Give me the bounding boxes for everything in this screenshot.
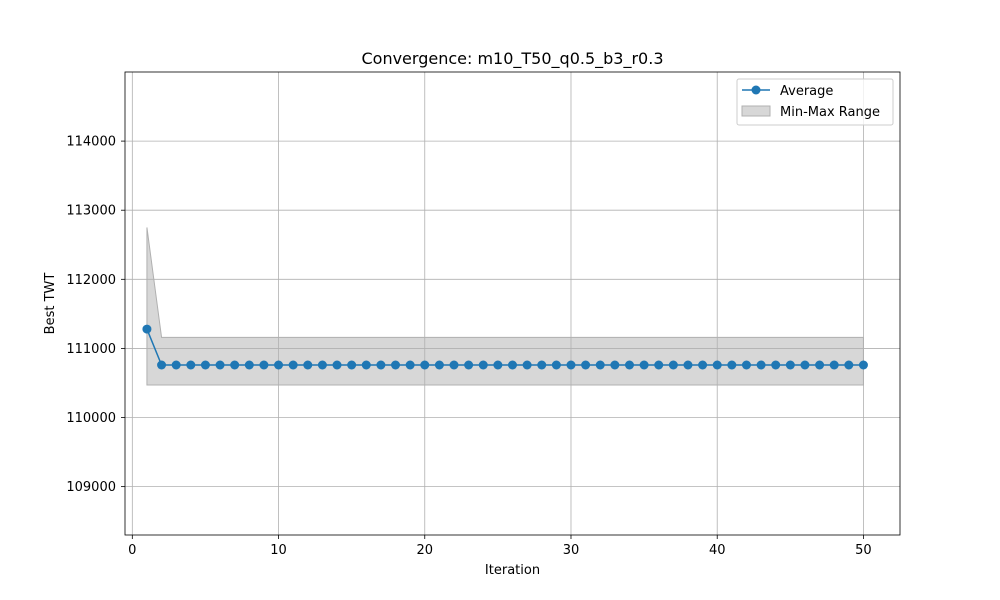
average-data-point [274, 360, 284, 370]
average-data-point [361, 360, 371, 370]
average-data-point [800, 360, 810, 370]
average-data-point [858, 360, 868, 370]
min-max-range-band [146, 227, 864, 386]
average-data-point [171, 360, 181, 370]
average-data-point [771, 360, 781, 370]
average-data-point [712, 360, 722, 370]
average-data-point [610, 360, 620, 370]
average-data-point [785, 360, 795, 370]
average-data-point [186, 360, 196, 370]
average-data-point [347, 360, 357, 370]
average-data-point [844, 360, 854, 370]
x-axis-label: Iteration [485, 563, 540, 578]
legend-min-max-swatch [741, 105, 771, 117]
average-data-point [449, 360, 459, 370]
average-data-point [551, 360, 561, 370]
average-data-point [815, 360, 825, 370]
average-data-point [434, 360, 444, 370]
legend-min-max-label: Min-Max Range [780, 105, 880, 120]
average-data-point [142, 324, 152, 334]
average-data-point [741, 360, 751, 370]
average-data-point [288, 360, 298, 370]
y-axis-label: Best TWT [43, 273, 58, 335]
average-data-point [244, 360, 254, 370]
y-tick-label: 114000 [66, 135, 116, 150]
average-data-point [829, 360, 839, 370]
average-data-point [478, 360, 488, 370]
average-data-point [215, 360, 225, 370]
average-data-point [727, 360, 737, 370]
y-tick-label: 110000 [66, 411, 116, 426]
x-tick-label: 10 [270, 543, 287, 558]
average-points-layer [142, 324, 868, 370]
plot-frame [124, 71, 901, 536]
average-data-point [464, 360, 474, 370]
x-tick-label: 30 [563, 543, 580, 558]
average-data-point [581, 360, 591, 370]
average-data-point [698, 360, 708, 370]
average-data-point [376, 360, 386, 370]
average-data-point [537, 360, 547, 370]
legend-box [736, 78, 894, 126]
average-data-point [391, 360, 401, 370]
average-data-point [668, 360, 678, 370]
average-data-point [756, 360, 766, 370]
y-tick-label: 112000 [66, 273, 116, 288]
average-data-point [157, 360, 167, 370]
average-data-point [303, 360, 313, 370]
average-data-point [230, 360, 240, 370]
average-data-point [317, 360, 327, 370]
average-data-point [405, 360, 415, 370]
legend-average-marker-swatch [751, 85, 761, 95]
average-data-point [332, 360, 342, 370]
y-tick-label: 109000 [66, 480, 116, 495]
average-data-point [624, 360, 634, 370]
x-tick-label: 20 [416, 543, 433, 558]
x-axis-ticks: 0 10 20 30 40 50 [128, 535, 872, 558]
x-tick-label: 0 [128, 543, 136, 558]
average-data-point [522, 360, 532, 370]
x-tick-label: 50 [855, 543, 872, 558]
average-data-point [508, 360, 517, 370]
average-data-point [595, 360, 605, 370]
x-tick-label: 40 [709, 543, 726, 558]
average-data-point [639, 360, 649, 370]
y-tick-label: 111000 [66, 342, 116, 357]
average-data-point [493, 360, 503, 370]
average-data-point [420, 360, 430, 370]
y-tick-label: 113000 [66, 204, 116, 219]
average-data-point [683, 360, 693, 370]
legend-average-label: Average [780, 84, 833, 99]
min-max-band-layer [146, 227, 864, 386]
average-data-point [200, 360, 210, 370]
legend: Average Min-Max Range [736, 78, 894, 126]
average-data-point [259, 360, 269, 370]
y-axis-ticks: 109000 110000 111000 112000 113000 114000 [66, 135, 125, 495]
average-data-point [654, 360, 664, 370]
average-data-point [566, 360, 576, 370]
chart-title: Convergence: m10_T50_q0.5_b3_r0.3 [361, 49, 663, 69]
